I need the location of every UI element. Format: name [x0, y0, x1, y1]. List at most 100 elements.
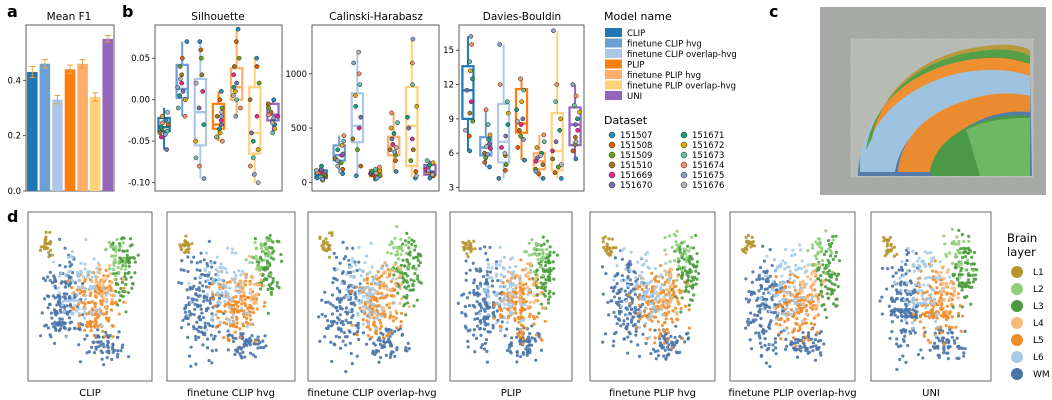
umap-cell-point	[641, 288, 644, 291]
box-data-point	[163, 132, 167, 136]
umap-cell-point	[258, 341, 261, 344]
umap-cell-point	[630, 321, 633, 324]
umap-cell-point	[960, 282, 963, 285]
umap-cell-point	[522, 284, 525, 287]
umap-cell-point	[362, 310, 365, 313]
umap-cell-point	[891, 266, 894, 269]
umap-cell-point	[382, 271, 385, 274]
umap-cell-point	[792, 336, 795, 339]
umap-cell-point	[218, 266, 221, 269]
umap-cell-point	[491, 266, 494, 269]
umap-cell-point	[671, 342, 674, 345]
umap-cell-point	[900, 280, 903, 283]
umap-cell-point	[785, 345, 788, 348]
umap-cell-point	[615, 301, 618, 304]
umap-cell-point	[399, 320, 402, 323]
umap-cell-point	[105, 298, 108, 301]
umap-cell-point	[393, 263, 396, 266]
umap-cell-point	[358, 287, 361, 290]
umap-cell-point	[263, 334, 266, 337]
umap-cell-point	[758, 311, 761, 314]
umap-cell-point	[745, 297, 748, 300]
umap-cell-point	[464, 259, 467, 262]
umap-cell-point	[759, 304, 762, 307]
umap-cell-point	[487, 263, 490, 266]
umap-cell-point	[511, 276, 514, 279]
umap-cell-point	[393, 237, 396, 240]
umap-cell-point	[342, 340, 345, 343]
umap-cell-point	[508, 297, 511, 300]
umap-cell-point	[894, 282, 897, 285]
umap-cell-point	[624, 268, 627, 271]
box-data-point	[183, 114, 187, 118]
umap-cell-point	[331, 312, 334, 315]
umap-cell-point	[835, 278, 838, 281]
umap-cell-point	[194, 363, 197, 366]
umap-cell-point	[200, 252, 203, 255]
umap-cell-point	[518, 290, 521, 293]
umap-cell-point	[190, 242, 193, 245]
umap-cell-point	[959, 269, 962, 272]
umap-cell-point	[388, 316, 391, 319]
umap-cell-point	[114, 248, 117, 251]
umap-cell-point	[395, 326, 398, 329]
umap-cell-point	[804, 271, 807, 274]
umap-cell-point	[646, 266, 649, 269]
umap-cell-point	[177, 281, 180, 284]
umap-cell-point	[549, 245, 552, 248]
umap-cell-point	[755, 278, 758, 281]
umap-cell-point	[960, 347, 963, 350]
umap-cell-point	[79, 360, 82, 363]
umap-cell-point	[688, 304, 691, 307]
box-ytick-label: 0.05	[131, 54, 150, 64]
umap-cell-point	[201, 284, 204, 287]
box-data-point	[255, 114, 259, 118]
box-data-point	[521, 137, 525, 141]
umap-cell-point	[96, 325, 99, 328]
umap-cell-point	[362, 318, 365, 321]
umap-cell-point	[466, 296, 469, 299]
umap-cell-point	[541, 258, 544, 261]
umap-cell-point	[756, 314, 759, 317]
umap-cell-point	[500, 314, 503, 317]
umap-cell-point	[835, 251, 838, 254]
umap-cell-point	[796, 341, 799, 344]
umap-cell-point	[90, 276, 93, 279]
umap-cell-point	[403, 278, 406, 281]
umap-cell-point	[256, 346, 259, 349]
umap-cell-point	[110, 358, 113, 361]
umap-cell-point	[227, 329, 230, 332]
umap-cell-point	[374, 344, 377, 347]
umap-cell-point	[385, 276, 388, 279]
umap-cell-point	[514, 294, 517, 297]
umap-cell-point	[115, 282, 118, 285]
umap-cell-point	[607, 237, 610, 240]
umap-cell-point	[654, 316, 657, 319]
umap-cell-point	[344, 343, 347, 346]
umap-cell-point	[624, 289, 627, 292]
umap-cell-point	[54, 310, 57, 313]
umap-cell-point	[84, 238, 87, 241]
umap-cell-point	[961, 315, 964, 318]
umap-cell-point	[345, 272, 348, 275]
umap-title: finetune CLIP overlap-hvg	[307, 388, 436, 399]
umap-cell-point	[516, 350, 519, 353]
umap-cell-point	[53, 276, 56, 279]
umap-cell-point	[245, 275, 248, 278]
umap-cell-point	[743, 247, 746, 250]
model-legend-swatch	[605, 70, 622, 79]
umap-cell-point	[783, 294, 786, 297]
umap-cell-point	[665, 253, 668, 256]
box-data-point	[342, 134, 346, 138]
umap-cell-point	[918, 265, 921, 268]
umap-cell-point	[491, 279, 494, 282]
umap-cell-point	[193, 303, 196, 306]
umap-cell-point	[390, 343, 393, 346]
umap-cell-point	[349, 271, 352, 274]
box-data-point	[359, 164, 363, 168]
umap-cell-point	[815, 293, 818, 296]
umap-cell-point	[476, 325, 479, 328]
box-data-point	[357, 126, 361, 130]
umap-cell-point	[269, 234, 272, 237]
umap-cell-point	[365, 254, 368, 257]
